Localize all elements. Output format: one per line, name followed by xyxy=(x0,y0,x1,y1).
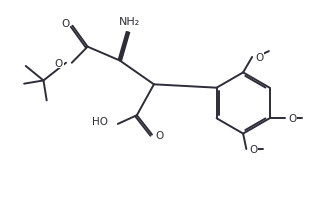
Text: O: O xyxy=(288,114,296,124)
Text: O: O xyxy=(249,144,258,154)
Text: O: O xyxy=(255,53,263,63)
Text: O: O xyxy=(55,59,63,68)
Text: HO: HO xyxy=(92,117,108,127)
Text: O: O xyxy=(155,130,163,140)
Text: NH₂: NH₂ xyxy=(119,17,140,27)
Text: O: O xyxy=(61,18,70,28)
